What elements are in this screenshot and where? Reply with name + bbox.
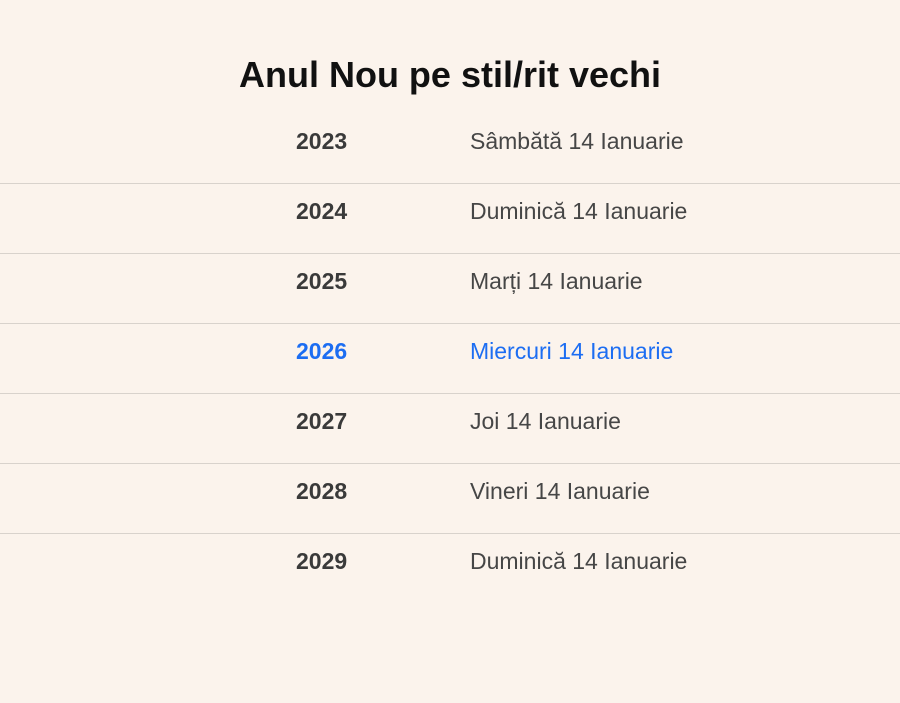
day-cell[interactable]: Miercuri 14 Ianuarie <box>470 338 674 364</box>
day-cell: Sâmbătă 14 Ianuarie <box>470 128 684 154</box>
year-cell: 2025 <box>296 268 348 294</box>
year-cell: 2024 <box>296 198 348 224</box>
table-row: 2027 Joi 14 Ianuarie <box>0 394 900 464</box>
table-row[interactable]: 2026 Miercuri 14 Ianuarie <box>0 324 900 394</box>
day-cell: Joi 14 Ianuarie <box>470 408 621 434</box>
page-title: Anul Nou pe stil/rit vechi <box>238 54 662 95</box>
day-cell: Vineri 14 Ianuarie <box>470 478 650 504</box>
table-row: 2024 Duminică 14 Ianuarie <box>0 184 900 254</box>
year-cell: 2029 <box>296 548 348 574</box>
table-row: 2025 Marți 14 Ianuarie <box>0 254 900 324</box>
year-cell: 2023 <box>296 128 348 154</box>
year-cell: 2028 <box>296 478 348 504</box>
table-row: 2028 Vineri 14 Ianuarie <box>0 464 900 534</box>
day-cell: Duminică 14 Ianuarie <box>470 198 688 224</box>
table-row: 2029 Duminică 14 Ianuarie <box>0 534 900 604</box>
page: Anul Nou pe stil/rit vechi 2023 Sâmbătă … <box>0 53 900 604</box>
table-row: 2023 Sâmbătă 14 Ianuarie <box>0 114 900 184</box>
day-cell: Marți 14 Ianuarie <box>470 268 643 294</box>
years-table: 2023 Sâmbătă 14 Ianuarie 2024 Duminică 1… <box>0 114 900 604</box>
day-cell: Duminică 14 Ianuarie <box>470 548 688 574</box>
year-cell[interactable]: 2026 <box>296 338 348 364</box>
year-cell: 2027 <box>296 408 348 434</box>
